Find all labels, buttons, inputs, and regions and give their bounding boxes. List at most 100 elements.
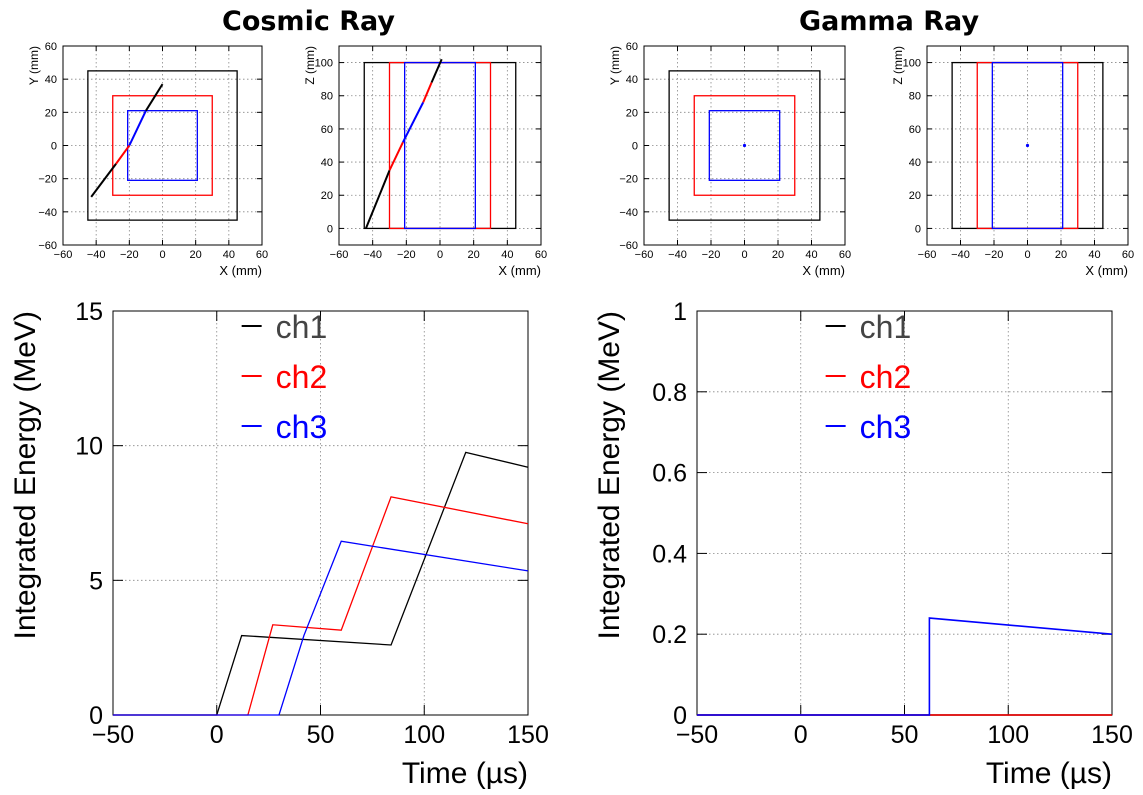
y-tick-label: 0.2 xyxy=(652,621,687,649)
y-tick-label: 1 xyxy=(673,298,687,326)
y-tick-label: −40 xyxy=(619,207,638,219)
detector-blue-outline xyxy=(127,110,198,181)
x-tick-label: 20 xyxy=(190,249,202,261)
y-tick-label: 100 xyxy=(903,58,921,70)
x-tick-label: 50 xyxy=(891,721,919,749)
y-axis-label: Integrated Energy (MeV) xyxy=(9,311,42,640)
y-tick-label: 0.4 xyxy=(652,540,687,568)
x-tick-label: −40 xyxy=(668,249,687,261)
x-tick-label: 0 xyxy=(1024,249,1030,261)
detector-red-outline xyxy=(112,95,213,196)
y-tick-label: 0 xyxy=(327,223,333,235)
x-tick-label: 60 xyxy=(839,249,851,261)
detector-blue-outline xyxy=(708,110,781,181)
track-segment-black xyxy=(430,58,443,83)
track-segment-red xyxy=(388,141,404,171)
x-tick-label: 0 xyxy=(210,721,224,749)
y-tick-label: 20 xyxy=(321,190,333,202)
y-tick-label: 60 xyxy=(45,41,57,53)
x-axis-label: X (mm) xyxy=(219,263,262,278)
y-tick-label: 20 xyxy=(909,190,921,202)
y-tick-label: 0 xyxy=(673,702,687,730)
y-tick-label: 40 xyxy=(321,157,333,169)
x-tick-label: 40 xyxy=(1088,249,1100,261)
x-tick-label: 40 xyxy=(501,249,513,261)
y-tick-label: 0 xyxy=(89,702,103,730)
y-tick-label: 0 xyxy=(51,140,57,152)
hit-point xyxy=(742,143,747,148)
y-tick-label: 0.6 xyxy=(652,460,687,488)
y-tick-label: −20 xyxy=(38,174,57,186)
track-segment-blue xyxy=(402,101,425,143)
series-ch3-line xyxy=(697,617,1113,716)
detector-black-outline xyxy=(668,70,821,221)
track-segment-black xyxy=(145,83,164,112)
y-tick-label: −60 xyxy=(619,240,638,252)
y-tick-label: −40 xyxy=(38,207,57,219)
gamma-xz-chart: −60 −40 −20 0 20 40 60 0 20 40 60 80 100 X (mm) Z (mm) xyxy=(891,45,1134,278)
x-tick-label: −40 xyxy=(363,249,382,261)
x-tick-label: −60 xyxy=(330,249,349,261)
legend-label-ch1: ch1 xyxy=(276,309,328,345)
x-tick-label: 40 xyxy=(805,249,817,261)
x-tick-label: 60 xyxy=(535,249,547,261)
track-segment-black xyxy=(90,163,117,198)
y-tick-label: 20 xyxy=(45,107,57,119)
x-tick-label: −20 xyxy=(397,249,416,261)
detector-red-outline xyxy=(693,95,796,196)
x-tick-label: 150 xyxy=(1091,721,1133,749)
gamma-xy-chart: −60 −40 −20 0 20 40 60 −60 −40 −20 0 20 40 60 X (mm) Y … xyxy=(608,41,851,278)
series-ch3-line xyxy=(113,540,529,716)
x-axis-label: Time (µs) xyxy=(986,757,1112,790)
x-tick-label: −50 xyxy=(676,721,718,749)
y-tick-label: 10 xyxy=(75,433,103,461)
hit-point xyxy=(1025,143,1030,148)
track-segment-red xyxy=(115,144,131,165)
x-axis-label: X (mm) xyxy=(1085,263,1128,278)
y-tick-label: 60 xyxy=(321,124,333,136)
x-tick-label: 20 xyxy=(468,249,480,261)
y-tick-label: 40 xyxy=(626,74,638,86)
x-tick-label: 100 xyxy=(403,721,445,749)
x-tick-label: −20 xyxy=(120,249,139,261)
x-tick-label: 0 xyxy=(437,249,443,261)
legend-label-ch1: ch1 xyxy=(860,309,912,345)
y-axis-label: Integrated Energy (MeV) xyxy=(593,311,626,640)
legend-label-ch2: ch2 xyxy=(860,359,912,395)
x-tick-label: −20 xyxy=(702,249,721,261)
x-tick-label: 50 xyxy=(307,721,335,749)
x-tick-label: 60 xyxy=(256,249,268,261)
y-tick-label: 40 xyxy=(909,157,921,169)
cosmic-xz-chart: −60 −40 −20 0 20 40 60 0 20 40 60 80 100 X (mm) Z (mm) xyxy=(303,45,547,278)
legend-label-ch2: ch2 xyxy=(276,359,328,395)
track-segment-black xyxy=(365,169,391,229)
x-axis-label: X (mm) xyxy=(802,263,845,278)
x-tick-label: −20 xyxy=(985,249,1004,261)
detector-black-outline xyxy=(87,70,238,221)
legend-label-ch3: ch3 xyxy=(860,409,912,445)
y-tick-label: −60 xyxy=(38,240,57,252)
gamma-ray-title: Gamma Ray xyxy=(799,6,980,37)
cosmic-xy-chart: −60 −40 −20 0 20 40 60 −60 −40 −20 0 20 40 60 X (mm) Y … xyxy=(27,41,268,278)
x-tick-label: −60 xyxy=(918,249,937,261)
x-tick-label: −50 xyxy=(92,721,134,749)
y-tick-label: −20 xyxy=(619,174,638,186)
x-tick-label: −60 xyxy=(54,249,73,261)
x-tick-label: 0 xyxy=(159,249,165,261)
y-tick-label: 5 xyxy=(89,567,103,595)
y-tick-label: 80 xyxy=(909,91,921,103)
x-tick-label: −40 xyxy=(87,249,106,261)
y-tick-label: 100 xyxy=(315,58,333,70)
x-tick-label: −60 xyxy=(635,249,654,261)
y-tick-label: 20 xyxy=(626,107,638,119)
y-axis-label: Z (mm) xyxy=(303,46,317,85)
y-tick-label: 0 xyxy=(632,140,638,152)
x-tick-label: 0 xyxy=(794,721,808,749)
x-axis-label: X (mm) xyxy=(498,263,541,278)
y-axis-label: Y (mm) xyxy=(608,46,622,85)
y-tick-label: 40 xyxy=(45,74,57,86)
x-tick-label: 20 xyxy=(1055,249,1067,261)
